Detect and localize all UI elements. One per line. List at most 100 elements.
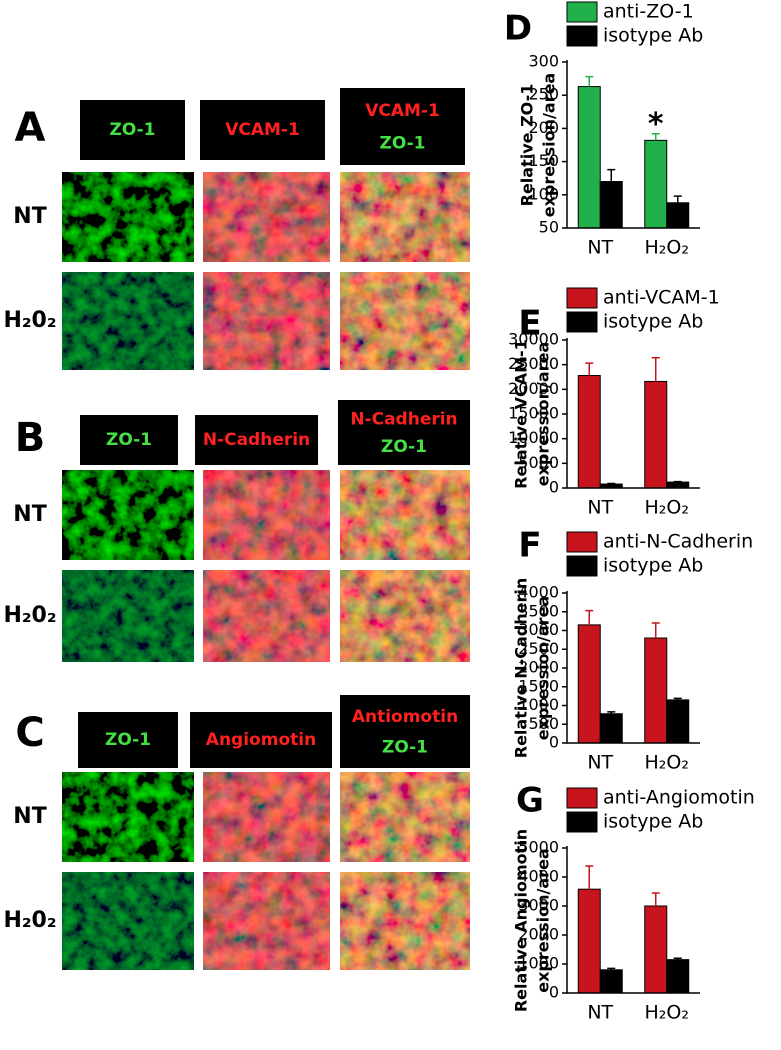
micrograph <box>340 872 470 970</box>
bar <box>577 86 601 229</box>
bar <box>644 905 668 994</box>
legend-swatch <box>566 811 598 833</box>
row-label: H₂0₂ <box>4 908 57 933</box>
y-axis-label: expression/area <box>534 596 553 740</box>
micrograph <box>203 470 330 560</box>
y-tick-label: 100 <box>528 184 559 203</box>
y-tick-label: 5000 <box>518 453 559 472</box>
micrograph <box>62 570 194 662</box>
y-axis-label: Relative Angiomotin <box>512 829 531 1012</box>
y-tick-label: 200 <box>528 118 559 137</box>
legend-label: isotype Ab <box>603 555 703 577</box>
axes <box>566 60 700 229</box>
bar <box>666 481 690 489</box>
error-bar <box>607 168 616 182</box>
axes <box>566 591 700 744</box>
panel-letter: C <box>15 710 44 756</box>
y-tick-label: 10000 <box>508 428 559 447</box>
micrograph <box>62 470 194 560</box>
panel-letter: D <box>504 9 532 49</box>
y-axis-label: expression/area <box>534 848 553 992</box>
row-label: H₂0₂ <box>4 603 57 628</box>
y-tick-label: 0 <box>549 733 559 752</box>
micrograph <box>62 272 194 370</box>
error-bar <box>651 892 660 906</box>
x-tick-label: NT <box>587 1002 613 1024</box>
y-tick-label: 5000 <box>518 838 559 857</box>
bar <box>577 375 601 489</box>
panel-letter: G <box>516 781 544 821</box>
bar <box>644 637 668 744</box>
y-axis-label: Relative N-Cadherin <box>512 578 531 758</box>
error-bar <box>651 357 660 382</box>
y-axis-label: Relative VCAM-1 <box>512 339 531 489</box>
header-label: VCAM-1 <box>365 101 440 121</box>
row-label: H₂0₂ <box>4 308 57 333</box>
header-label: VCAM-1 <box>225 120 300 140</box>
y-tick-label: 150 <box>528 151 559 170</box>
y-tick-label: 50 <box>539 218 559 237</box>
y-tick-label: 250 <box>528 85 559 104</box>
header-box <box>340 88 465 165</box>
y-axis-label: expression/area <box>540 73 559 217</box>
legend-label: isotype Ab <box>603 311 703 333</box>
panel-letter: E <box>518 304 541 344</box>
error-bar <box>585 609 594 625</box>
x-tick-label: H₂O₂ <box>645 497 689 519</box>
header-box <box>80 100 185 160</box>
legend-label: isotype Ab <box>603 811 703 833</box>
axes <box>566 338 700 489</box>
axes <box>566 846 700 994</box>
micrograph <box>340 272 470 370</box>
legend-swatch <box>566 1 598 23</box>
micrograph <box>340 172 470 262</box>
header-box <box>338 400 470 465</box>
micrograph <box>62 772 194 862</box>
y-tick-label: 20000 <box>508 379 559 398</box>
error-bar <box>673 195 682 203</box>
error-bar <box>651 132 660 141</box>
bar <box>666 699 690 744</box>
panel-letter: B <box>15 415 46 461</box>
x-tick-label: NT <box>587 497 613 519</box>
error-bar <box>673 957 682 960</box>
panel-letter: A <box>15 105 46 151</box>
bar <box>599 713 623 744</box>
header-box <box>80 415 178 465</box>
bar <box>577 888 601 994</box>
panel-letter: F <box>518 526 541 566</box>
y-tick-label: 3500 <box>518 601 559 620</box>
annotation: * <box>648 107 664 142</box>
legend-swatch <box>566 25 598 47</box>
header-label: ZO-1 <box>382 738 428 758</box>
x-tick-label: NT <box>587 752 613 774</box>
header-label: ZO-1 <box>381 437 427 457</box>
bar <box>644 139 668 229</box>
row-label: NT <box>13 204 46 229</box>
micrograph <box>340 570 470 662</box>
header-box <box>195 415 318 465</box>
x-tick-label: H₂O₂ <box>645 1002 689 1024</box>
row-label: NT <box>13 804 46 829</box>
row-label: NT <box>13 502 46 527</box>
legend-swatch <box>566 787 598 809</box>
legend-swatch <box>566 311 598 333</box>
header-box <box>340 695 470 768</box>
legend-label: anti-Angiomotin <box>603 787 755 809</box>
micrograph <box>203 772 330 862</box>
x-tick-label: NT <box>587 237 613 259</box>
y-tick-label: 3000 <box>518 620 559 639</box>
y-axis-label: expression/area <box>534 342 553 486</box>
error-bar <box>585 865 594 890</box>
x-tick-label: H₂O₂ <box>645 752 689 774</box>
error-bar <box>585 362 594 376</box>
header-label: ZO-1 <box>105 730 151 750</box>
y-tick-label: 1500 <box>518 676 559 695</box>
bar <box>644 380 668 489</box>
header-label: Angiomotin <box>206 730 316 750</box>
header-label: Antiomotin <box>352 707 458 727</box>
y-tick-label: 2000 <box>518 925 559 944</box>
bar <box>599 969 623 994</box>
y-tick-label: 300 <box>528 52 559 71</box>
